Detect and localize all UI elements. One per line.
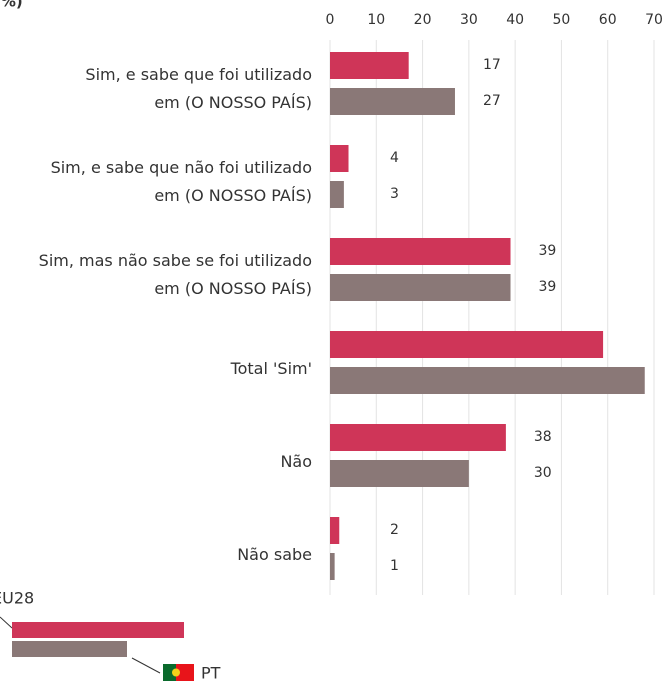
bar	[330, 367, 645, 394]
value-label: 30	[534, 465, 552, 481]
legend-swatch	[12, 641, 127, 657]
bar	[330, 52, 409, 79]
x-tick-label: 50	[553, 12, 571, 28]
x-tick-label: 10	[367, 12, 385, 28]
value-label: 2	[390, 522, 399, 538]
x-tick-label: 40	[506, 12, 524, 28]
x-tick-label: 60	[599, 12, 617, 28]
bar	[330, 88, 455, 115]
value-label: 4	[390, 150, 399, 166]
value-label: 17	[483, 57, 501, 73]
value-label: 27	[483, 93, 501, 109]
category-label: Sim, e sabe que foi utilizado em (O NOSS…	[85, 65, 312, 112]
x-tick-label: 0	[326, 12, 335, 28]
bar	[330, 331, 604, 358]
bar	[330, 424, 506, 451]
category-label: Não sabe	[237, 545, 312, 564]
x-tick-label: 30	[460, 12, 478, 28]
category-label: Não	[280, 452, 312, 471]
value-label: 38	[534, 429, 552, 445]
category-label: Sim, e sabe que não foi utilizado em (O …	[50, 158, 312, 205]
legend-label: PT	[201, 664, 221, 682]
value-label: 39	[539, 279, 557, 295]
legend-swatch	[12, 622, 184, 638]
flag-pt	[163, 664, 194, 681]
value-label: 1	[390, 558, 399, 574]
category-label: Total 'Sim'	[230, 359, 312, 378]
legend-leader	[131, 657, 161, 674]
legend-leader	[0, 616, 13, 629]
value-label: 39	[539, 243, 557, 259]
bar	[330, 553, 335, 580]
bar	[330, 181, 344, 208]
bar	[330, 517, 340, 544]
value-label: 3	[390, 186, 399, 202]
bar	[330, 145, 349, 172]
x-tick-label: 20	[414, 12, 432, 28]
bar	[330, 238, 511, 265]
bar	[330, 274, 511, 301]
bar	[330, 460, 469, 487]
category-label: Sim, mas não sabe se foi utilizado em (O…	[38, 251, 312, 298]
x-tick-label: 70	[645, 12, 663, 28]
legend-label: EU28	[0, 589, 34, 608]
unit-label: (%)	[0, 0, 23, 11]
